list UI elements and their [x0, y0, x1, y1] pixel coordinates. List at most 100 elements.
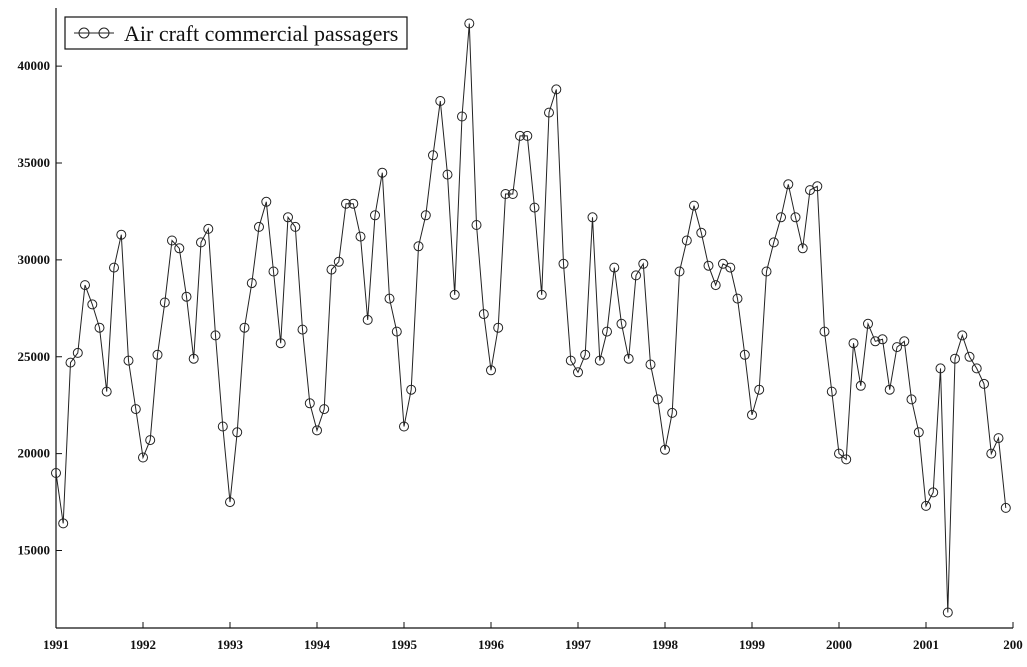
data-point — [884, 384, 895, 395]
data-point — [616, 318, 627, 329]
data-point — [341, 198, 351, 209]
data-point — [544, 107, 554, 118]
data-point — [145, 435, 156, 446]
data-point — [348, 198, 359, 209]
data-point — [855, 380, 866, 391]
data-point — [739, 349, 750, 360]
data-point — [370, 210, 380, 221]
data-point — [515, 130, 525, 141]
x-tick-label: 200 — [1003, 637, 1023, 652]
data-point — [406, 384, 417, 395]
data-point — [602, 326, 612, 337]
data-point — [87, 299, 98, 310]
x-tick-label: 1994 — [304, 637, 331, 652]
axes — [55, 8, 1013, 629]
data-point — [174, 243, 185, 254]
data-point — [768, 237, 779, 248]
data-point — [130, 404, 141, 415]
data-point — [870, 336, 881, 347]
data-point — [312, 425, 322, 436]
data-point — [72, 347, 83, 358]
x-tick-label: 1999 — [739, 637, 766, 652]
data-point — [188, 353, 199, 364]
x-tick-label: 2001 — [913, 637, 939, 652]
data-point — [761, 266, 772, 277]
data-point — [681, 235, 692, 246]
data-point — [522, 130, 533, 141]
data-point — [51, 468, 61, 478]
x-tick-label: 1992 — [130, 637, 156, 652]
data-point — [964, 351, 975, 362]
data-point — [109, 262, 119, 273]
data-point — [80, 280, 90, 291]
data-point — [167, 235, 177, 246]
data-point — [232, 427, 243, 438]
data-point — [565, 355, 576, 366]
data-point — [899, 336, 910, 347]
data-point — [652, 394, 663, 405]
y-tick-label: 25000 — [18, 349, 51, 364]
data-point — [783, 179, 794, 190]
x-tick-label: 2000 — [826, 637, 852, 652]
data-point — [420, 210, 431, 221]
data-point — [710, 280, 721, 291]
data-point — [551, 84, 562, 95]
data-point — [203, 223, 214, 234]
data-point — [493, 322, 504, 333]
data-point — [428, 150, 438, 161]
data-point — [971, 363, 982, 374]
data-point — [790, 212, 801, 223]
data-point — [906, 394, 917, 405]
data-point — [319, 404, 330, 415]
data-point — [536, 289, 547, 300]
data-point — [304, 398, 315, 409]
legend: Air craft commercial passagers — [64, 16, 408, 50]
data-point — [942, 607, 953, 618]
data-point — [834, 448, 844, 459]
data-point — [333, 256, 344, 267]
data-point — [116, 229, 127, 240]
data-point — [181, 291, 192, 302]
data-point — [863, 318, 873, 329]
data-point — [848, 338, 859, 349]
series — [51, 18, 1011, 618]
data-point — [58, 518, 69, 529]
data-point — [957, 330, 968, 341]
data-point — [979, 378, 989, 389]
data-point — [580, 349, 591, 360]
x-tick-label: 1997 — [565, 637, 592, 652]
data-point — [529, 202, 540, 213]
y-tick-label: 20000 — [18, 446, 51, 461]
data-point — [1000, 502, 1011, 513]
y-tick-label: 15000 — [18, 543, 51, 558]
data-point — [826, 386, 837, 397]
data-point — [413, 241, 424, 252]
data-point — [573, 367, 583, 378]
data-point — [138, 452, 148, 463]
data-point — [507, 189, 518, 199]
data-point — [913, 427, 924, 438]
data-point — [464, 18, 475, 29]
data-point — [123, 355, 134, 366]
data-point — [384, 293, 395, 304]
data-point — [326, 264, 337, 275]
data-point — [921, 500, 931, 511]
data-point — [594, 355, 605, 366]
ticks: 15000 20000 25000 30000 35000 40000 1991 1992 19… — [18, 58, 1023, 652]
data-point — [877, 334, 888, 345]
data-point — [797, 243, 808, 254]
data-point — [217, 421, 228, 432]
x-tick-label: 1993 — [217, 637, 244, 652]
data-point — [65, 357, 76, 368]
data-point — [935, 363, 946, 374]
data-point — [94, 322, 105, 333]
data-point — [210, 330, 221, 341]
data-point — [928, 487, 939, 498]
data-point — [819, 326, 830, 337]
data-point — [391, 326, 402, 337]
data-point — [196, 237, 206, 248]
data-point — [696, 227, 707, 238]
data-point — [674, 266, 685, 277]
data-point — [689, 200, 699, 211]
